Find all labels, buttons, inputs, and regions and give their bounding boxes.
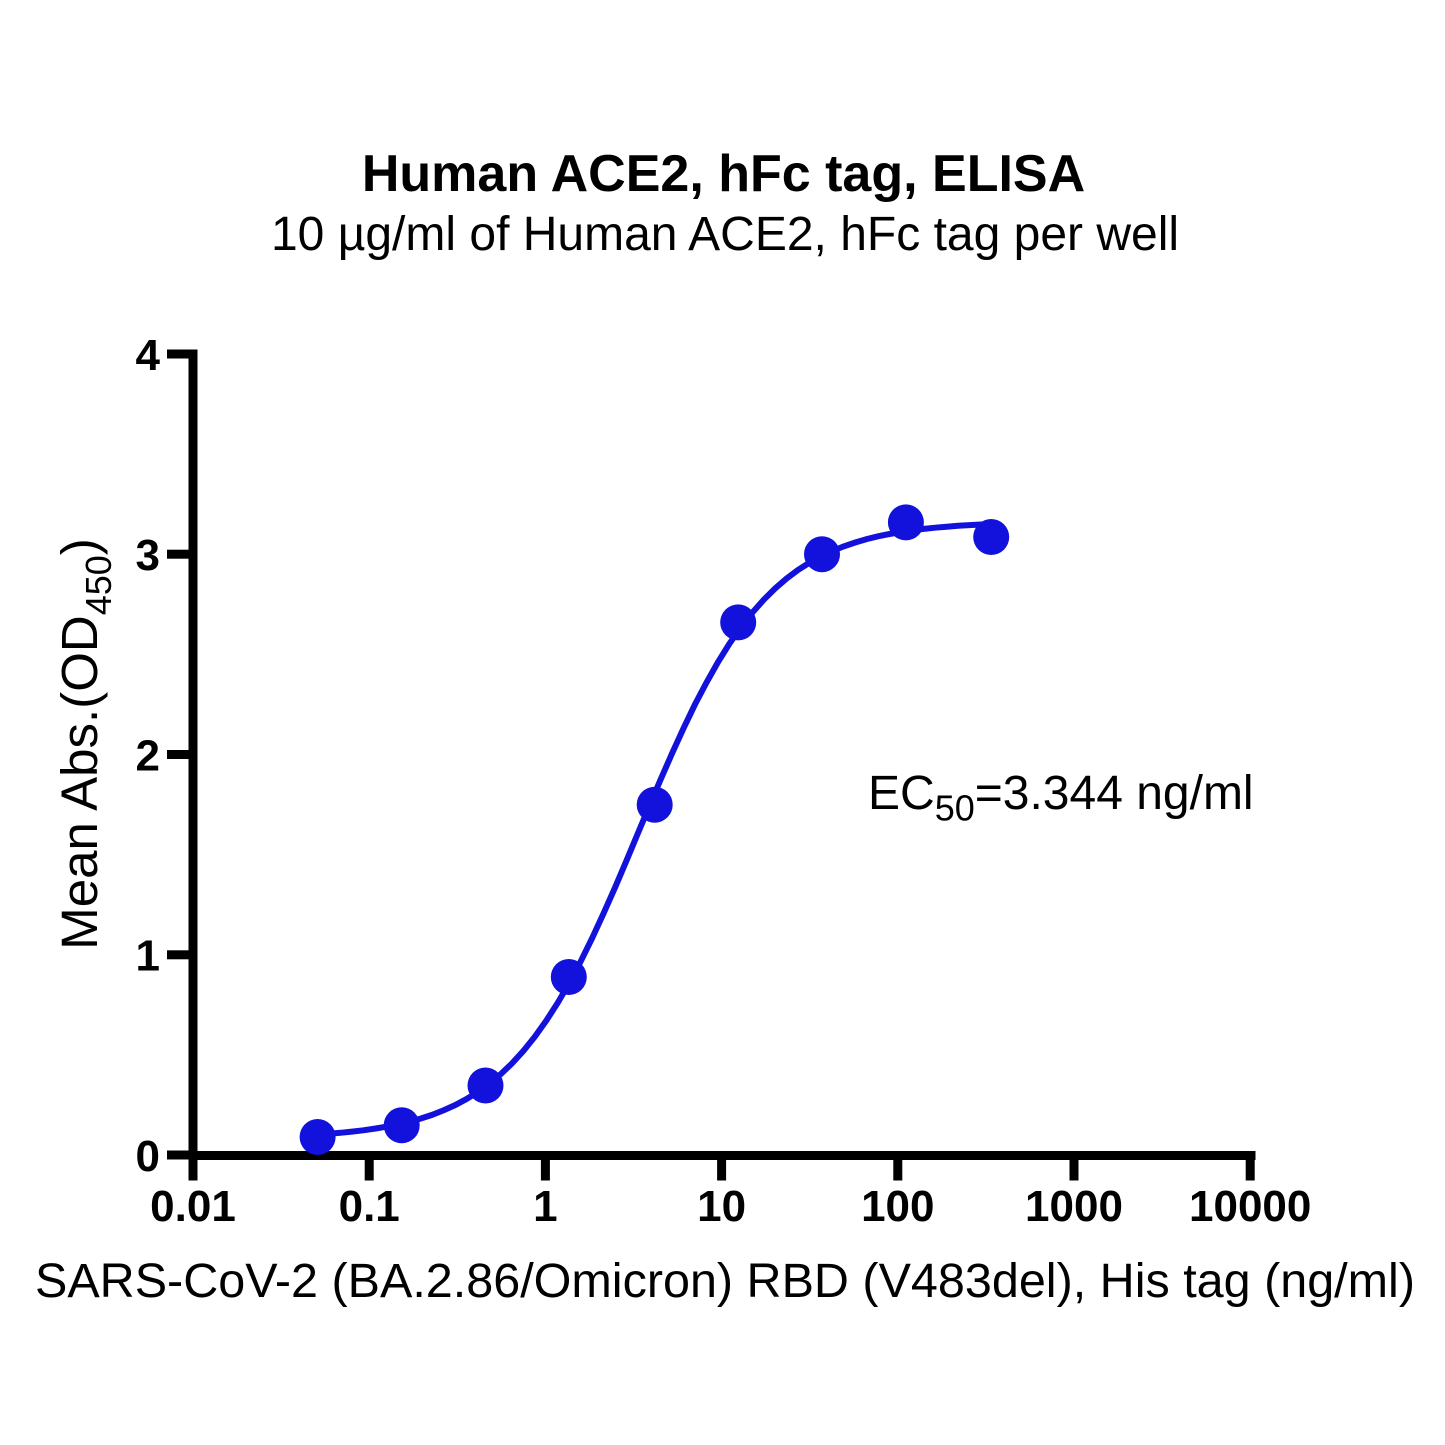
- svg-text:1: 1: [136, 932, 160, 981]
- svg-text:0: 0: [136, 1132, 160, 1181]
- svg-text:EC50=3.344 ng/ml: EC50=3.344 ng/ml: [868, 767, 1254, 829]
- svg-text:3: 3: [136, 531, 160, 580]
- svg-text:Human ACE2, hFc tag, ELISA: Human ACE2, hFc tag, ELISA: [362, 145, 1085, 203]
- svg-text:10 µg/ml of Human ACE2, hFc ta: 10 µg/ml of Human ACE2, hFc tag per well: [271, 208, 1179, 261]
- svg-text:4: 4: [136, 331, 161, 380]
- svg-text:100: 100: [861, 1182, 934, 1231]
- svg-text:10: 10: [697, 1182, 746, 1231]
- svg-text:0.01: 0.01: [150, 1182, 236, 1231]
- svg-text:0.1: 0.1: [339, 1182, 400, 1231]
- svg-text:1: 1: [533, 1182, 557, 1231]
- svg-text:1000: 1000: [1025, 1182, 1123, 1231]
- svg-text:10000: 10000: [1189, 1182, 1311, 1231]
- svg-text:2: 2: [136, 731, 160, 780]
- svg-text:SARS-CoV-2 (BA.2.86/Omicron) R: SARS-CoV-2 (BA.2.86/Omicron) RBD (V483de…: [35, 1254, 1415, 1308]
